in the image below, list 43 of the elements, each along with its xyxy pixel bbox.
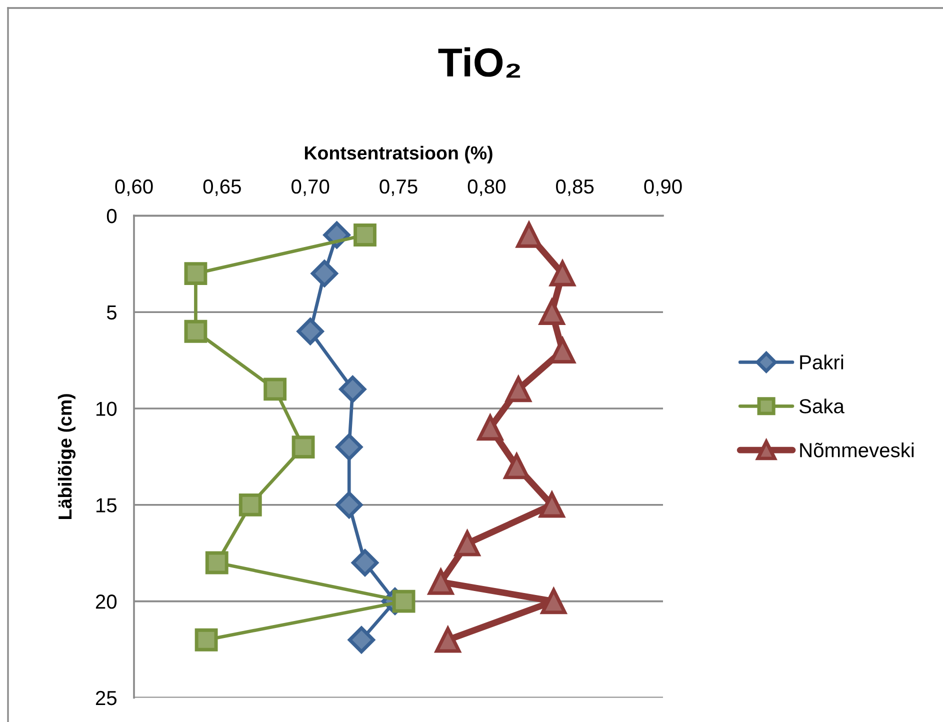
point: [540, 588, 567, 614]
point: [184, 320, 208, 343]
point: [238, 493, 262, 516]
legend-label: Nõmmeveski: [800, 442, 914, 458]
x-tick-label: 0,65: [203, 179, 241, 196]
point: [392, 590, 416, 613]
point: [184, 262, 208, 285]
chart-title: TiO₂: [438, 47, 520, 78]
point: [292, 436, 315, 459]
x-tick-label: 0,60: [115, 179, 153, 196]
y-tick-label: 15: [96, 498, 116, 512]
legend-label: Pakri: [800, 354, 844, 370]
point: [339, 376, 366, 403]
point: [351, 549, 379, 576]
legend-label: Saka: [799, 398, 844, 414]
point: [296, 318, 324, 345]
point: [477, 414, 504, 441]
point: [516, 222, 542, 248]
x-tick-label: 0,85: [556, 179, 594, 196]
y-axis-title: Läbilõige (cm): [58, 394, 76, 519]
point: [550, 260, 576, 286]
point: [264, 378, 287, 401]
x-axis-title: Kontsentratsioon (%): [304, 146, 492, 164]
point: [504, 453, 530, 480]
y-tick-label: 10: [96, 402, 117, 416]
x-tick-label: 0,90: [644, 179, 682, 196]
y-tick-label: 20: [96, 594, 117, 609]
y-tick-label: 0: [106, 208, 117, 224]
x-tick-label: 0,70: [292, 179, 330, 196]
point: [539, 299, 565, 325]
point: [348, 626, 375, 654]
point: [506, 376, 532, 402]
x-tick-label: 0,75: [380, 179, 418, 196]
point: [310, 260, 338, 288]
point: [194, 628, 218, 652]
point: [354, 224, 376, 246]
y-tick-label: 5: [106, 306, 116, 320]
point: [336, 491, 363, 518]
point: [428, 569, 454, 595]
x-tick-label: 0,80: [468, 179, 506, 196]
point: [205, 551, 228, 574]
y-tick-label: 25: [96, 690, 116, 706]
point: [336, 434, 363, 461]
